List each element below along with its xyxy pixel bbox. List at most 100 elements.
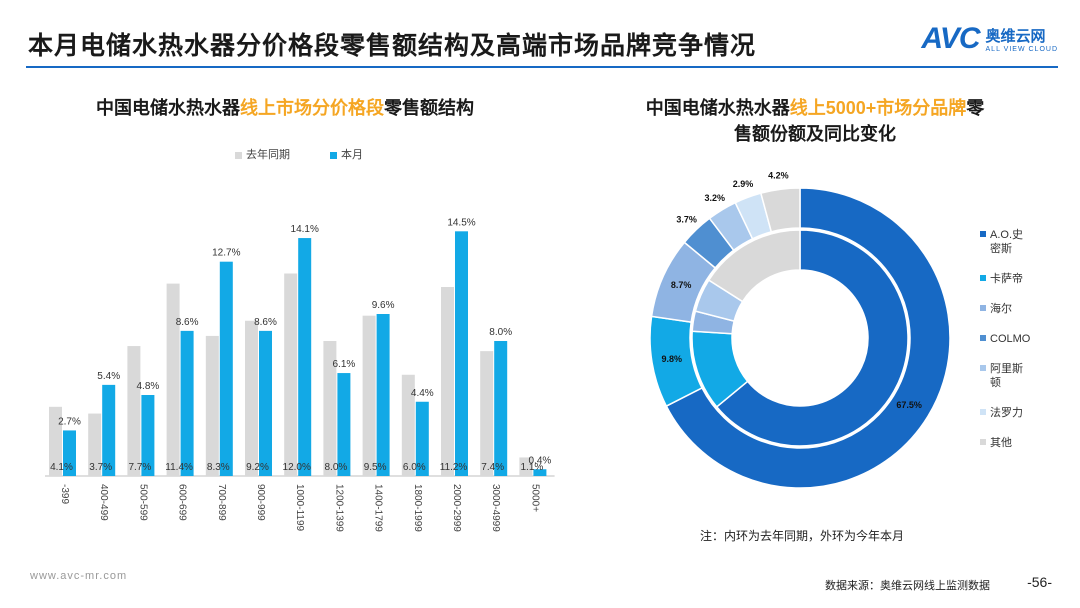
- legend-swatch: [980, 409, 986, 415]
- bar-prev: [49, 406, 62, 476]
- legend-label: COLMO: [990, 333, 1031, 345]
- slice-label: 67.5%: [896, 400, 922, 410]
- legend-item: 卡萨帝: [980, 272, 1060, 286]
- page-number: -56-: [1027, 574, 1052, 590]
- x-tick-label: 1400-1799: [373, 484, 384, 532]
- bar-prev: [88, 413, 102, 476]
- logo-cn: 奥维云网: [985, 28, 1046, 45]
- slice-label: 2.9%: [733, 179, 754, 189]
- left-title-part-1: 中国电储水热水器: [96, 98, 240, 118]
- right-title-part-1: 中国电储水热水器: [645, 98, 790, 118]
- bar-prev-label: 8.3%: [207, 462, 230, 473]
- bar-prev: [323, 341, 337, 476]
- bar-curr: [533, 469, 547, 476]
- chart-note: 注：内环为去年同期，外环为今年本月: [700, 529, 905, 543]
- inner-slice: [707, 229, 801, 303]
- header-divider: [26, 66, 1058, 68]
- legend-item: 海尔: [980, 302, 1060, 316]
- bar-prev: [284, 273, 298, 476]
- bar-prev: [519, 457, 533, 476]
- right-title-highlight: 线上5000+市场分品牌: [789, 98, 967, 118]
- bar-prev-label: 11.4%: [165, 462, 193, 473]
- logo-en: ALL VIEW CLOUD: [985, 46, 1058, 53]
- page-title: 本月电储水热水器分价格段零售额结构及高端市场品牌竞争情况: [28, 32, 757, 60]
- bar-prev-label: 3.7%: [89, 462, 112, 473]
- legend-swatch: [980, 231, 986, 237]
- bar-prev: [401, 374, 415, 476]
- bar-curr-label: 6.1%: [333, 359, 356, 370]
- bar-curr: [337, 373, 351, 476]
- bar-curr-label: 4.8%: [137, 381, 160, 392]
- bar-prev-label: 1.1%: [521, 462, 544, 473]
- bar-curr-label: 0.4%: [529, 455, 552, 466]
- legend-item: COLMO: [980, 332, 1060, 346]
- bar-prev-label: 7.4%: [481, 462, 504, 473]
- x-tick-label: 900-999: [255, 484, 266, 521]
- bar-curr-label: 8.6%: [254, 317, 277, 328]
- x-tick-label: 2000-2999: [451, 484, 462, 532]
- bar-legend: 去年同期 本月: [235, 146, 363, 162]
- legend-item: 法罗力: [980, 406, 1060, 420]
- x-tick-label: 1200-1399: [333, 484, 344, 532]
- outer-slice: [759, 187, 801, 233]
- bar-prev: [127, 346, 141, 476]
- bar-chart: 4.1% 2.7% -399 3.7% 5.4% 400-499 7.7% 4.8% 500-5…: [45, 217, 555, 532]
- bar-curr: [219, 261, 233, 476]
- x-tick-label: 1000-1199: [294, 484, 305, 532]
- legend-swatch: [980, 275, 986, 281]
- bar-prev-label: 9.5%: [364, 462, 387, 473]
- bar-prev: [205, 335, 219, 476]
- bar-prev-label: 6.0%: [403, 462, 426, 473]
- bar-prev: [480, 351, 494, 476]
- right-chart-title: 中国电储水热水器线上5000+市场分品牌零 售额份额及同比变化: [605, 95, 1025, 147]
- slice-label: 4.2%: [768, 170, 789, 180]
- bar-prev-label: 12.0%: [283, 462, 311, 473]
- slice-label-bg: [672, 211, 701, 226]
- legend-swatch: [980, 335, 986, 341]
- bar-prev: [441, 287, 454, 476]
- left-chart-title: 中国电储水热水器线上市场分价格段零售额结构: [50, 95, 520, 121]
- bar-prev-label: 11.2%: [440, 462, 468, 473]
- legend-label: 其他: [990, 437, 1012, 449]
- x-tick-label: 1800-1999: [412, 484, 423, 532]
- legend-label: A.O.史 密斯: [990, 229, 1024, 255]
- footer-url: www.avc-mr.com: [30, 570, 128, 582]
- bar-curr: [63, 430, 76, 476]
- slice-label: 8.7%: [671, 280, 692, 290]
- right-title-part-3: 零: [966, 98, 985, 118]
- bar-curr: [141, 395, 155, 476]
- bar-curr: [180, 330, 194, 476]
- legend-swatch: [980, 365, 986, 371]
- right-title-part-4: 售额份额及同比变化: [734, 124, 896, 144]
- bar-curr: [376, 314, 390, 476]
- bar-curr: [415, 401, 429, 476]
- slice-label-bg: [700, 189, 729, 204]
- avc-logo: AVC 奥维云网 ALL VIEW CLOUD: [921, 22, 1058, 56]
- x-tick-label: 700-899: [216, 484, 227, 521]
- x-tick-label: 5000+: [529, 484, 540, 512]
- bar-prev: [362, 315, 376, 476]
- legend-curr: 本月: [330, 146, 363, 162]
- logo-mark: AVC: [921, 22, 980, 55]
- x-tick-label: 400-499: [98, 484, 109, 521]
- bar-prev-label: 7.7%: [129, 462, 152, 473]
- bar-curr: [298, 238, 312, 476]
- inner-slice: [715, 229, 909, 447]
- bar-prev-label: 8.0%: [325, 462, 348, 473]
- legend-item: 阿里斯 顿: [980, 362, 1060, 390]
- legend-item: 其他: [980, 436, 1060, 450]
- bar-curr-label: 2.7%: [58, 416, 81, 427]
- legend-label: 阿里斯 顿: [990, 363, 1023, 389]
- legend-label: 法罗力: [990, 407, 1023, 419]
- left-title-part-3: 零售额结构: [384, 98, 474, 118]
- legend-label: 海尔: [990, 303, 1012, 315]
- bar-curr-label: 8.6%: [176, 317, 199, 328]
- bar-prev: [166, 283, 180, 476]
- x-tick-label: -399: [59, 484, 70, 504]
- slice-label-bg: [764, 168, 793, 182]
- left-title-highlight: 线上市场分价格段: [240, 98, 384, 118]
- bar-curr: [102, 384, 116, 476]
- bar-prev-label: 9.2%: [246, 462, 269, 473]
- slice-label: 3.7%: [676, 215, 697, 225]
- legend-item: A.O.史 密斯: [980, 228, 1060, 256]
